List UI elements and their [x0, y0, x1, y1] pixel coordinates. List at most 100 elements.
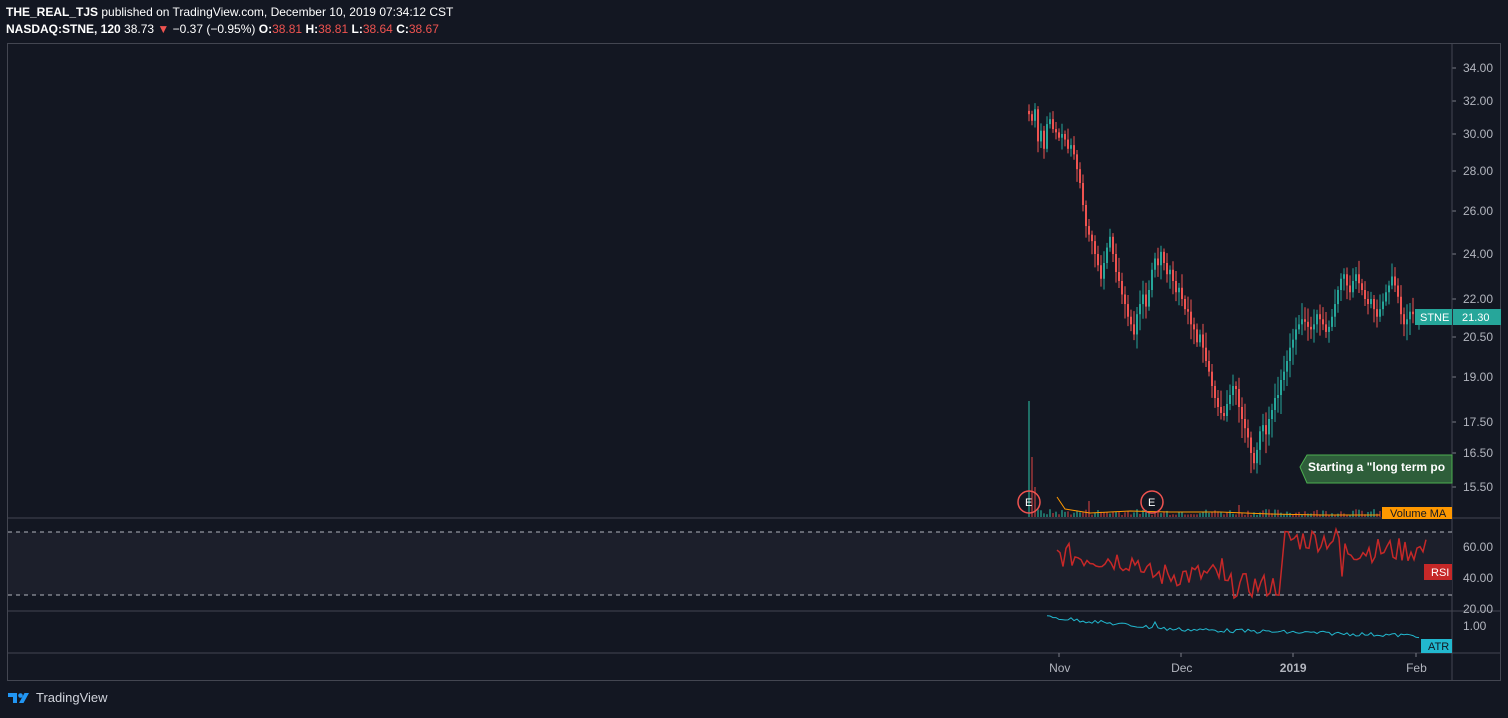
volume-bar	[1202, 512, 1204, 517]
volume-bar	[1373, 509, 1375, 517]
candle-body	[1238, 389, 1240, 407]
candle-body	[1097, 254, 1099, 266]
volume-bar	[1037, 509, 1039, 517]
volume-bar	[1316, 509, 1318, 517]
candle-body	[1244, 419, 1246, 429]
volume-bar	[1049, 509, 1051, 517]
candle-body	[1223, 413, 1225, 416]
candle-body	[1034, 109, 1036, 121]
high-label: H:	[305, 22, 319, 36]
candle-body	[1190, 311, 1192, 325]
price-tag-value: 21.30	[1462, 312, 1490, 324]
candle-body	[1274, 398, 1276, 410]
high-value: 38.81	[318, 22, 349, 36]
tradingview-brand[interactable]: TradingView	[8, 690, 108, 705]
candle-body	[1175, 281, 1177, 293]
volume-bar	[1160, 513, 1162, 517]
candle-body	[1397, 285, 1399, 297]
volume-bar	[1334, 514, 1336, 517]
candle-body	[1277, 395, 1279, 398]
time-axis-label: 2019	[1280, 661, 1307, 675]
volume-bar	[1058, 514, 1060, 517]
volume-bar	[1259, 512, 1261, 517]
volume-bar	[1109, 513, 1111, 517]
publisher-line: THE_REAL_TJS published on TradingView.co…	[6, 5, 453, 19]
volume-bar	[1172, 514, 1174, 517]
volume-bar	[1154, 511, 1156, 517]
candle-body	[1139, 304, 1141, 315]
candle-body	[1271, 410, 1273, 419]
candle-body	[1142, 294, 1144, 305]
candle-body	[1250, 437, 1252, 453]
rsi-axis-label: 60.00	[1463, 540, 1493, 554]
volume-bar	[1355, 509, 1357, 517]
candle-body	[1361, 283, 1363, 290]
volume-bar	[1301, 514, 1303, 517]
volume-bar	[1142, 509, 1144, 517]
volume-bar	[1367, 511, 1369, 517]
candle-body	[1106, 247, 1108, 263]
candle-body	[1163, 251, 1165, 263]
volume-bar	[1055, 511, 1057, 517]
volume-bar	[1085, 509, 1087, 517]
time-axis-label: Dec	[1171, 661, 1192, 675]
candle-body	[1127, 304, 1129, 317]
candle-body	[1343, 274, 1345, 279]
candle-body	[1376, 309, 1378, 317]
volume-bar	[1199, 513, 1201, 517]
volume-bar	[1205, 509, 1207, 517]
volume-bar	[1166, 510, 1168, 517]
volume-bar	[1283, 513, 1285, 517]
volume-bar	[1070, 514, 1072, 517]
volume-bar	[1082, 512, 1084, 517]
candle-body	[1085, 205, 1087, 227]
tradingview-logo-icon	[8, 692, 29, 703]
candle-body	[1028, 110, 1030, 115]
candle-body	[1172, 269, 1174, 281]
symbol-name[interactable]: NASDAQ:STNE, 120	[6, 22, 121, 36]
candle-body	[1229, 395, 1231, 404]
candle-body	[1226, 404, 1228, 416]
candle-body	[1247, 428, 1249, 438]
candle-body	[1370, 299, 1372, 305]
price-axis-label: 32.00	[1463, 94, 1493, 108]
volume-bar	[1241, 512, 1243, 517]
volume-ma-tag	[1382, 507, 1452, 519]
candle-body	[1166, 263, 1168, 275]
volume-bar	[1289, 512, 1291, 517]
chart-frame[interactable]	[7, 43, 1501, 681]
volume-bar	[1247, 510, 1249, 517]
volume-bar	[1223, 514, 1225, 517]
volume-bar	[1130, 514, 1132, 517]
candle-body	[1298, 324, 1300, 330]
candle-body	[1346, 274, 1348, 286]
open-label: O:	[258, 22, 273, 36]
candle-body	[1181, 287, 1183, 299]
volume-bar	[1040, 510, 1042, 517]
candle-body	[1073, 145, 1075, 155]
candle-body	[1208, 361, 1210, 372]
volume-bar	[1034, 487, 1036, 517]
volume-bar	[1235, 514, 1237, 517]
candle-body	[1301, 319, 1303, 325]
candle-body	[1403, 314, 1405, 325]
time-axis-label: Nov	[1049, 661, 1070, 675]
candle-body	[1325, 324, 1327, 332]
candle-body	[1358, 274, 1360, 284]
price-axis-label: 15.50	[1463, 480, 1493, 494]
volume-bar	[1031, 457, 1033, 517]
candle-body	[1091, 234, 1093, 242]
volume-bar	[1091, 514, 1093, 517]
candle-body	[1217, 398, 1219, 407]
earnings-marker-icon	[1017, 490, 1041, 514]
candle-body	[1331, 316, 1333, 327]
publish-info: published on TradingView.com, December 1…	[98, 5, 454, 19]
candle-body	[1319, 314, 1321, 320]
low-value: 38.64	[362, 22, 393, 36]
candle-body	[1130, 316, 1132, 325]
publisher-name[interactable]: THE_REAL_TJS	[6, 5, 99, 19]
volume-bar	[1061, 510, 1063, 517]
brand-name: TradingView	[36, 690, 108, 705]
close-value: 38.67	[408, 22, 439, 36]
